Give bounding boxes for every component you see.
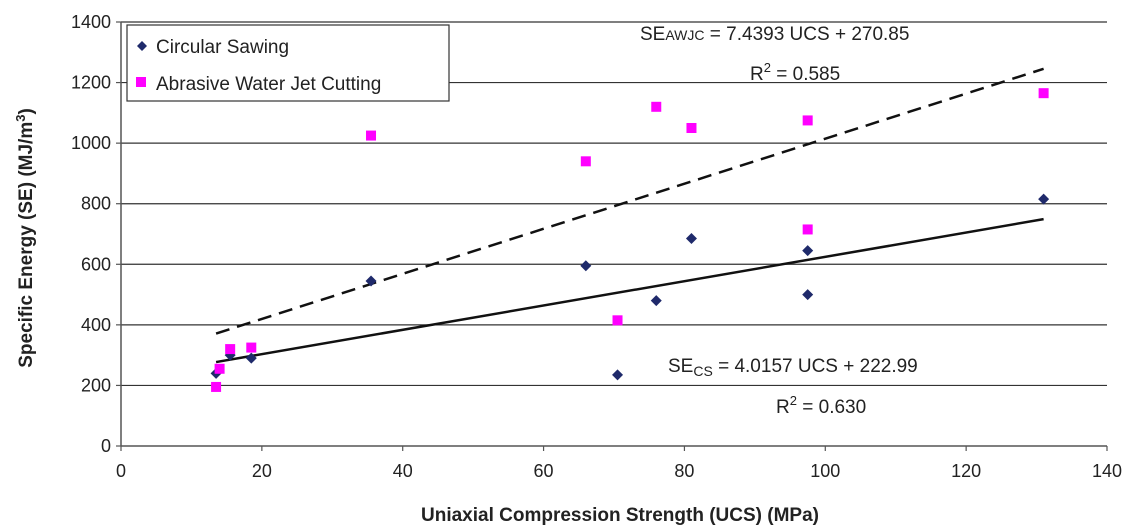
y-tick-label: 200 [81,375,111,395]
y-tick-label: 1000 [71,133,111,153]
awjc-point [802,115,813,126]
circular-sawing-point [365,275,377,287]
awjc-point [580,156,591,167]
x-tick-label: 0 [116,461,126,481]
data-points [210,88,1050,392]
awjc-point [214,363,225,374]
awjc-point [612,315,623,326]
awjc-point [246,342,257,353]
x-tick-label: 120 [951,461,981,481]
awjc-equation: SEAWJC = 7.4393 UCS + 270.85 [640,24,909,45]
circular-sawing-point [802,289,814,301]
legend-box [126,24,450,102]
x-tick-label: 40 [393,461,413,481]
awjc-trendline [215,67,1044,335]
circular-sawing-point [685,233,697,245]
y-axis-title: Specific Energy (SE) (MJ/m3) [13,108,37,368]
circular-sawing-point [802,245,814,257]
y-tick-labels: 0 200 400 600 800 1000 1200 1400 [71,12,121,456]
x-tick-labels: 0 20 40 60 80 100 120 140 [116,446,1122,481]
legend: Circular Sawing Abrasive Water Jet Cutti… [126,24,450,102]
y-tick-label: 1400 [71,12,111,32]
circular-sawing-point [650,295,662,307]
circular-sawing-point [1038,193,1050,205]
circular-sawing-point [580,260,592,272]
x-axis-title: Uniaxial Compression Strength (UCS) (MPa… [421,505,819,526]
awjc-r-squared: R2 = 0.585 [750,60,840,85]
awjc-point [802,224,813,235]
y-tick-label: 800 [81,194,111,214]
cs-trendline [215,217,1044,364]
legend-label-circular-sawing: Circular Sawing [156,37,289,58]
cs-equation: SECS = 4.0157 UCS + 222.99 [668,356,918,379]
x-tick-label: 140 [1092,461,1122,481]
y-tick-label: 400 [81,315,111,335]
legend-diamond-icon [137,41,147,51]
circular-sawing-point [245,352,257,364]
x-tick-label: 20 [252,461,272,481]
trendlines [215,67,1044,364]
awjc-point [1038,88,1049,99]
legend-square-icon [136,77,146,87]
legend-label-abrasive-water-jet-cutting: Abrasive Water Jet Cutting [156,74,381,95]
awjc-point [211,381,222,392]
awjc-point [225,344,236,355]
awjc-point [686,123,697,133]
circular-sawing-point [612,369,624,381]
y-tick-label: 1200 [71,73,111,93]
x-tick-label: 100 [810,461,840,481]
awjc-point [651,101,662,112]
cs-r-squared: R2 = 0.630 [776,393,866,418]
y-tick-label: 600 [81,254,111,274]
x-tick-label: 80 [674,461,694,481]
awjc-point [366,130,377,141]
axes [120,22,1107,447]
x-tick-label: 60 [534,461,554,481]
y-tick-label: 0 [101,436,111,456]
